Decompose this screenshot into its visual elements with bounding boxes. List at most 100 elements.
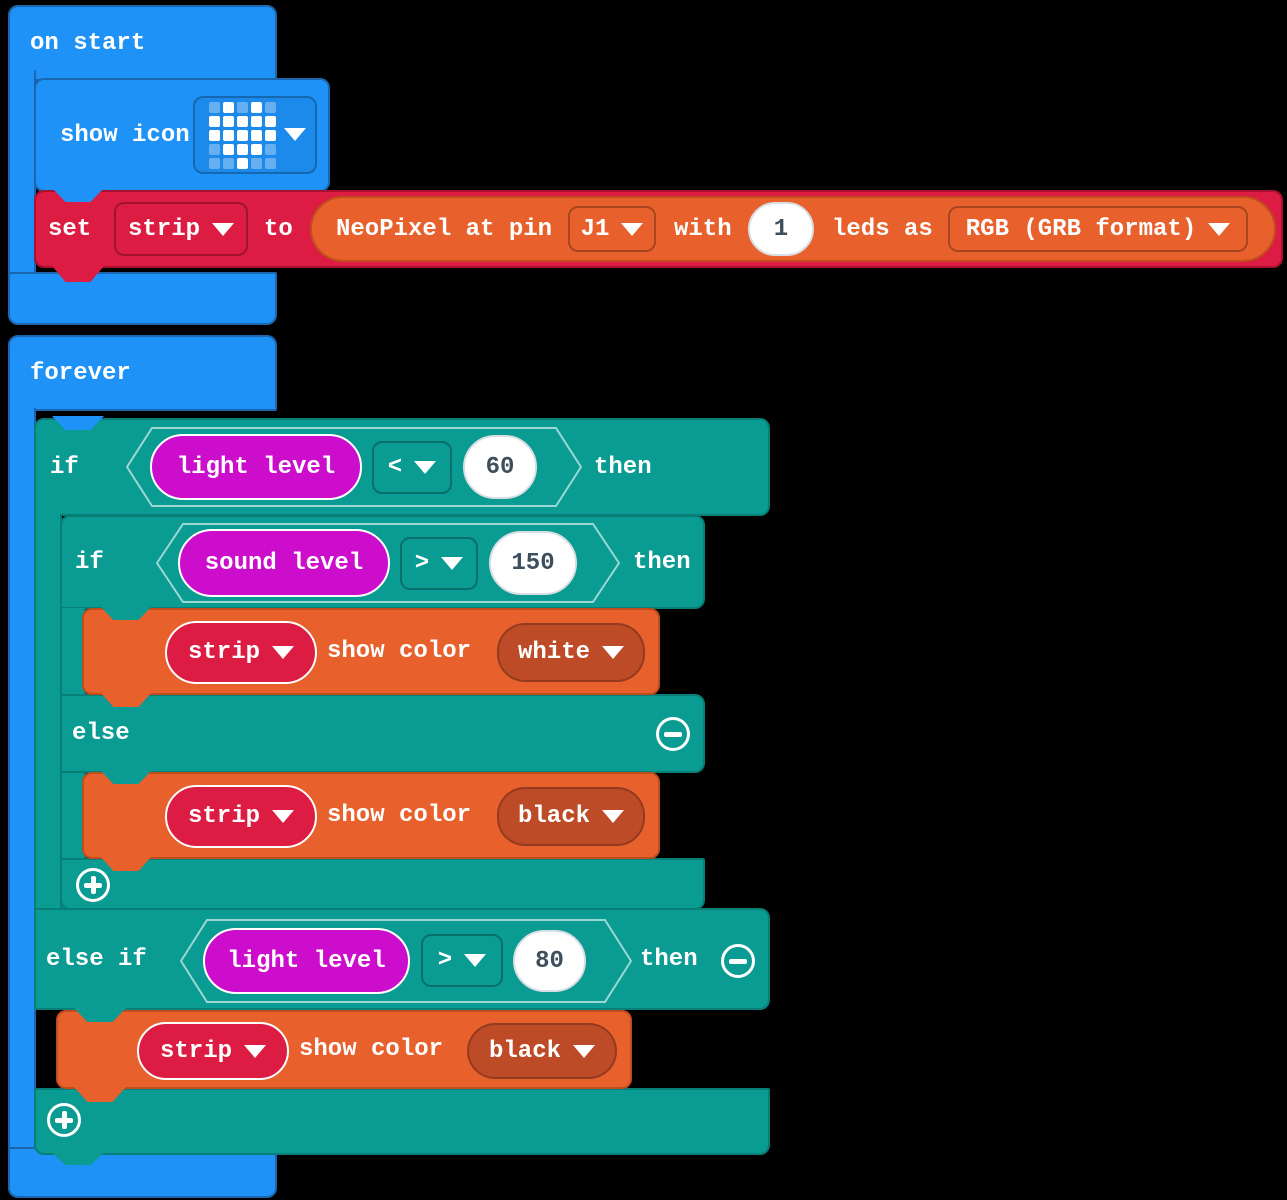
connector-tab [52,416,104,430]
connector-tab [52,1153,104,1165]
show-color-label: show color [327,802,472,829]
dropdown-arrow-icon [602,810,624,823]
connector-tab [52,188,104,202]
else-row[interactable]: else [60,694,705,773]
comparison-operator-dropdown[interactable]: > [421,934,503,987]
dropdown-arrow-icon [1208,222,1231,236]
connector-tab [74,1087,126,1102]
connector-tab [100,856,152,871]
connector-tab [74,1008,126,1022]
else-keyword: else [72,720,130,747]
forever-bottom-bar [8,1147,277,1198]
operator-value: > [414,550,430,577]
operator-value: < [387,454,403,481]
dropdown-arrow-icon[interactable] [284,128,306,141]
color-dropdown[interactable]: black [497,787,645,846]
number-value: 80 [535,947,564,975]
dropdown-arrow-icon [272,810,294,823]
on-start-block[interactable]: on start [8,5,277,81]
condition-hexagon-outline [156,523,620,603]
connector-tab [100,770,152,784]
connector-tab [52,266,104,282]
color-dropdown[interactable]: white [497,623,645,682]
sound-level-label: sound level [204,549,364,577]
color-dropdown[interactable]: black [467,1023,617,1079]
neopixel-create-block[interactable]: NeoPixel at pin J1 with 1 leds as RGB (G… [310,196,1276,262]
then-keyword: then [594,453,652,481]
show-color-label: show color [327,638,472,665]
format-dropdown[interactable]: RGB (GRB format) [948,206,1248,252]
comparison-operator-dropdown[interactable]: > [400,537,478,590]
forever-block[interactable]: forever [8,335,277,411]
sound-level-block[interactable]: sound level [178,529,390,597]
operator-value: > [437,947,453,974]
light-level-label: light level [176,453,336,481]
show-color-label: show color [299,1036,444,1063]
forever-left-column [8,408,36,1150]
dropdown-arrow-icon [244,1044,266,1058]
show-color-block-black-inner[interactable]: strip show color black [82,772,660,859]
to-keyword: to [264,215,293,243]
expand-else-plus-icon[interactable] [76,868,110,902]
show-icon-block[interactable]: show icon [34,78,330,192]
condition-hexagon-outline [180,919,632,1003]
then-keyword: then [640,945,698,973]
forever-label: forever [30,359,131,387]
light-level-block[interactable]: light level [150,434,362,500]
strip-variable-dropdown[interactable]: strip [137,1022,289,1080]
led-count-value: 1 [773,215,789,243]
dropdown-arrow-icon [573,1044,595,1058]
number-input[interactable]: 80 [513,930,586,992]
dropdown-arrow-icon [441,557,464,570]
led-count-input[interactable]: 1 [748,202,814,256]
number-value: 150 [511,549,555,577]
dropdown-arrow-icon [621,222,644,236]
number-input[interactable]: 60 [463,435,537,499]
if-keyword: if [50,453,79,481]
else-if-row[interactable]: else if light level > 80 then [34,908,770,1010]
pin-dropdown[interactable]: J1 [568,206,656,252]
pin-value: J1 [580,215,610,243]
dropdown-arrow-icon [272,646,294,659]
variable-name: strip [187,639,260,666]
show-color-block-black-outer[interactable]: strip show color black [56,1010,632,1089]
dropdown-arrow-icon [212,222,234,236]
if-block-inner[interactable]: if sound level > 150 then [60,515,705,609]
dropdown-arrow-icon [414,461,437,474]
show-icon-label: show icon [60,121,190,149]
leds-as-label: leds as [832,215,933,243]
collapse-else-minus-icon[interactable] [656,717,690,751]
light-level-block[interactable]: light level [203,928,410,994]
variable-dropdown[interactable]: strip [114,202,248,256]
variable-name: strip [159,1037,232,1065]
light-level-label: light level [227,947,386,975]
condition-hexagon-outline [126,427,582,507]
if-inner-bottom-bar [60,858,705,910]
dropdown-arrow-icon [464,954,487,967]
strip-variable-dropdown[interactable]: strip [165,785,317,848]
on-start-left-column [8,70,36,290]
if-block-outer[interactable]: if light level < 60 then [34,418,770,516]
dropdown-arrow-icon [602,646,624,659]
number-value: 60 [485,453,515,481]
color-value: white [517,639,590,666]
with-label: with [674,215,732,243]
show-color-block-white[interactable]: strip show color white [82,608,660,695]
variable-name: strip [127,215,200,243]
set-variable-block[interactable]: set strip to NeoPixel at pin J1 with 1 l… [34,190,1283,268]
neopixel-at-pin-label: NeoPixel at pin [336,215,553,243]
on-start-bottom-bar [8,272,277,325]
number-input[interactable]: 150 [489,531,577,595]
set-keyword: set [48,215,92,243]
format-value: RGB (GRB format) [965,215,1197,243]
if-outer-bottom-bar [34,1088,770,1155]
color-value: black [517,803,590,830]
comparison-operator-dropdown[interactable]: < [372,441,452,494]
connector-tab [100,606,152,620]
color-value: black [488,1037,561,1065]
on-start-label: on start [30,29,146,57]
collapse-else-if-minus-icon[interactable] [721,944,755,978]
expand-else-if-plus-icon[interactable] [47,1103,81,1137]
if-outer-left-column [34,514,62,910]
strip-variable-dropdown[interactable]: strip [165,621,317,684]
